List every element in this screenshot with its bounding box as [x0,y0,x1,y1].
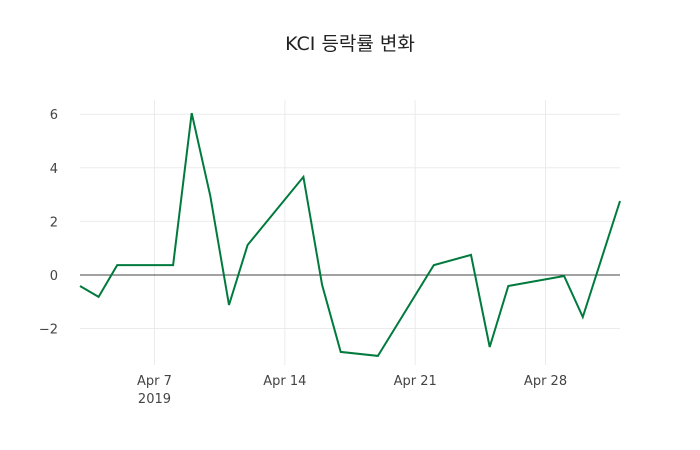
x-tick-label: Apr 14 [263,374,306,389]
x-axis-ticks: Apr 7 Apr 14 Apr 21 Apr 28 [137,374,567,389]
y-tick-label: 2 [50,215,58,230]
x-tick-label: Apr 21 [394,374,437,389]
grid-lines [80,100,620,365]
x-axis-year-label: 2019 [138,392,171,407]
y-tick-label: −2 [39,323,58,338]
chart-title: KCI 등락률 변화 [285,33,415,55]
y-tick-label: 6 [50,108,58,123]
y-tick-label: 4 [50,162,58,177]
y-axis-ticks: −2 0 2 4 6 [39,108,58,337]
x-tick-label: Apr 7 [137,374,172,389]
kci-series-line [79,112,621,357]
y-tick-label: 0 [50,269,58,284]
x-tick-label: Apr 28 [524,374,567,389]
